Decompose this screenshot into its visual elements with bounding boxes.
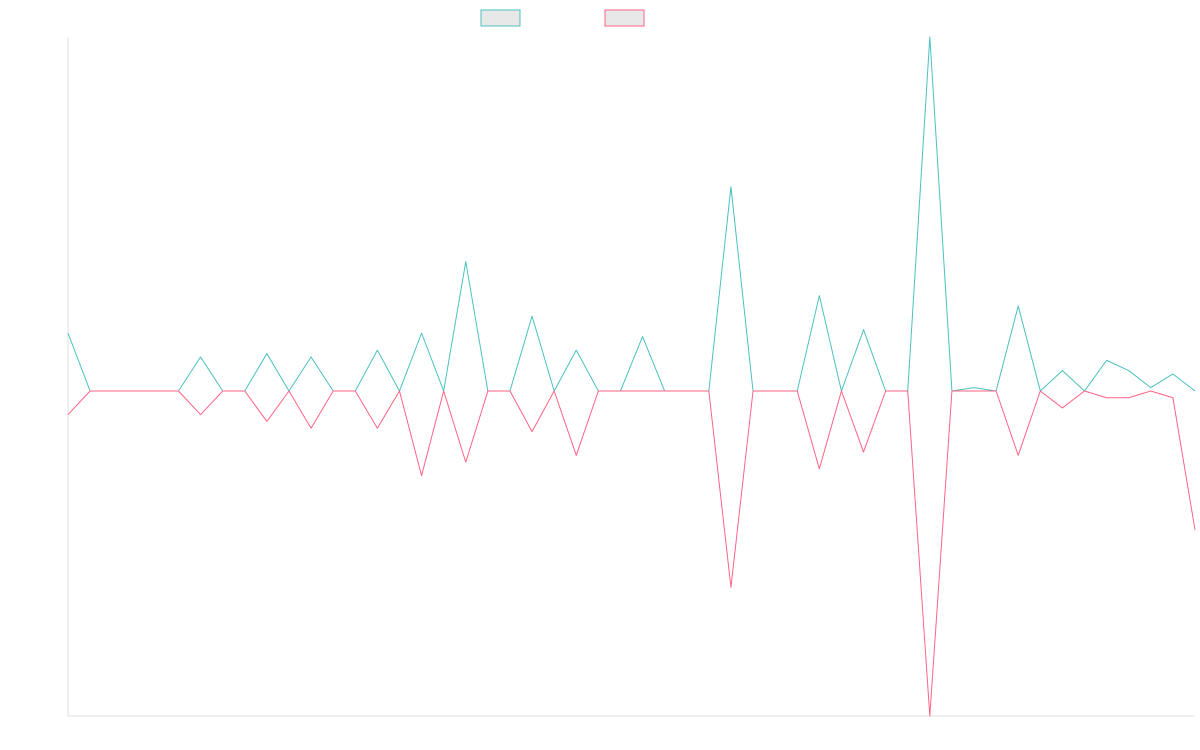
data-point-s2-3[interactable] (199, 413, 202, 416)
data-point-s2-44[interactable] (1105, 396, 1108, 399)
data-point-s1-3[interactable] (199, 355, 202, 358)
data-point-s2-13[interactable] (420, 474, 423, 477)
data-point-s1-42[interactable] (1061, 369, 1064, 372)
data-point-s1-13[interactable] (420, 332, 423, 335)
data-point-s1-15[interactable] (464, 260, 467, 263)
data-point-s1-0[interactable] (67, 332, 70, 335)
data-point-s2-33[interactable] (862, 450, 865, 453)
data-point-s1-23[interactable] (641, 335, 644, 338)
data-point-s1-31[interactable] (818, 294, 821, 297)
series-layer (67, 36, 1197, 718)
axes (67, 37, 1195, 717)
data-point-s2-6[interactable] (265, 420, 268, 423)
data-point-s1-6[interactable] (265, 352, 268, 355)
data-point-s1-20[interactable] (575, 349, 578, 352)
series-line-2[interactable] (67, 390, 1196, 717)
data-point-s2-0[interactable] (67, 413, 70, 416)
data-point-s1-38[interactable] (973, 386, 976, 389)
legend-swatch-series-2[interactable] (604, 9, 645, 27)
data-point-s2-45[interactable] (1127, 396, 1130, 399)
data-point-s1-36[interactable] (928, 36, 931, 39)
data-point-s2-11[interactable] (376, 427, 379, 430)
data-point-s2-42[interactable] (1061, 406, 1064, 409)
data-point-s2-36[interactable] (928, 715, 931, 718)
data-point-s2-40[interactable] (1017, 454, 1020, 457)
data-point-s1-27[interactable] (729, 185, 732, 188)
data-point-s1-45[interactable] (1127, 369, 1130, 372)
data-point-s1-46[interactable] (1149, 386, 1152, 389)
data-point-s1-40[interactable] (1017, 304, 1020, 307)
legend (480, 9, 645, 27)
data-point-s2-31[interactable] (818, 467, 821, 470)
data-point-s1-11[interactable] (376, 349, 379, 352)
data-point-s1-44[interactable] (1105, 359, 1108, 362)
data-point-s2-20[interactable] (575, 454, 578, 457)
data-point-s2-18[interactable] (531, 430, 534, 433)
data-point-s2-15[interactable] (464, 461, 467, 464)
data-point-s1-47[interactable] (1171, 372, 1174, 375)
data-point-s1-33[interactable] (862, 328, 865, 331)
series-line-1[interactable] (67, 36, 1196, 392)
data-point-s2-27[interactable] (729, 586, 732, 589)
legend-swatch-series-1[interactable] (480, 9, 521, 27)
data-point-s2-8[interactable] (310, 427, 313, 430)
data-point-s2-48[interactable] (1194, 528, 1197, 531)
data-point-s1-8[interactable] (310, 355, 313, 358)
data-point-s2-47[interactable] (1171, 396, 1174, 399)
data-point-s1-18[interactable] (531, 315, 534, 318)
